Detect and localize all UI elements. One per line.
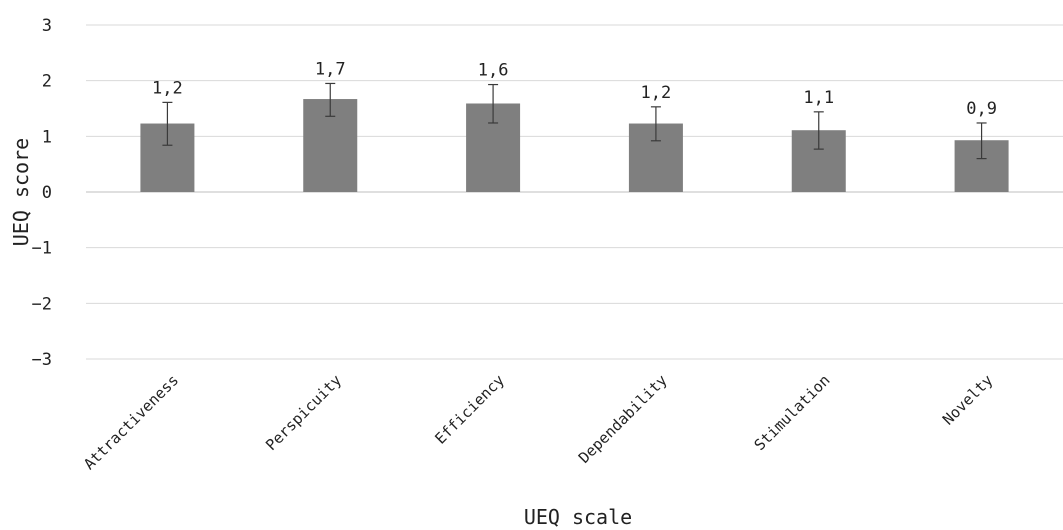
category-label: Efficiency [431, 371, 508, 448]
y-axis-title: UEQ score [9, 138, 33, 246]
data-label: 1,1 [803, 88, 834, 108]
error-bar [325, 82, 336, 117]
category-label: Novelty [939, 371, 996, 428]
y-tick-label: −1 [32, 239, 52, 259]
data-label: 1,6 [478, 61, 509, 81]
data-label: 1,2 [641, 83, 672, 103]
error-bar [813, 111, 824, 150]
y-tick-labels: 3 2 1 0 −1 −2 −3 [32, 16, 52, 370]
error-bar [976, 122, 987, 160]
y-tick-label: 2 [42, 72, 52, 92]
category-label: Perspicuity [262, 371, 345, 454]
data-label: 1,7 [315, 59, 346, 79]
y-tick-label: 3 [42, 16, 52, 36]
category-label: Dependability [575, 371, 671, 467]
error-bar [488, 83, 499, 124]
y-tick-label: −3 [32, 350, 52, 370]
error-bars [162, 82, 987, 160]
y-tick-label: 0 [42, 183, 52, 203]
data-label: 1,2 [152, 78, 183, 98]
error-bar [162, 101, 173, 146]
data-label: 0,9 [966, 99, 997, 119]
data-labels: 1,2 1,7 1,6 1,2 1,1 0,9 [152, 59, 997, 119]
category-label: Attractiveness [80, 371, 182, 473]
y-tick-label: −2 [32, 294, 52, 314]
category-label: Stimulation [751, 371, 834, 454]
error-bar [650, 106, 661, 142]
category-labels: Attractiveness Perspicuity Efficiency Depen… [80, 371, 996, 473]
bars [140, 99, 1009, 192]
y-tick-label: 1 [42, 127, 52, 147]
x-axis-title: UEQ scale [524, 505, 632, 529]
gridlines [86, 24, 1063, 360]
